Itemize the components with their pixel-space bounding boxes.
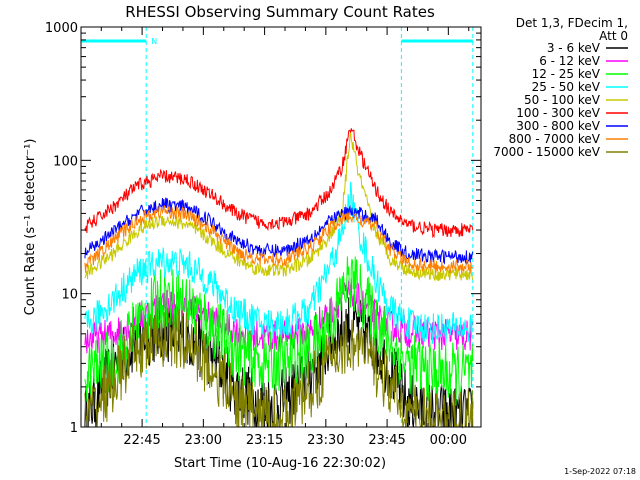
legend-label-0: 3 - 6 keV <box>547 41 601 55</box>
y-axis: 1 10 100 1000 <box>45 21 481 436</box>
x-axis-label: Start Time (10-Aug-16 22:30:02) <box>174 456 386 471</box>
series-line-5 <box>84 128 474 239</box>
y-tick-label-0: 1 <box>70 421 78 436</box>
legend-label-5: 100 - 300 keV <box>516 106 600 120</box>
y-axis-label: Count Rate (s⁻¹ detector⁻¹) <box>23 139 38 316</box>
series-line-4 <box>84 130 474 282</box>
series-line-1 <box>84 278 474 354</box>
night-marker-label: N <box>151 37 157 46</box>
chart-title: RHESSI Observing Summary Count Rates <box>125 3 435 21</box>
footer-timestamp: 1-Sep-2022 07:18 <box>564 467 636 476</box>
x-tick-label-4: 23:45 <box>368 433 405 448</box>
legend-label-8: 7000 - 15000 keV <box>493 145 600 159</box>
legend-label-4: 50 - 100 keV <box>524 93 601 107</box>
y-tick-label-3: 1000 <box>45 21 78 36</box>
legend-title-line-1: Det 1,3, FDecim 1, <box>516 16 628 30</box>
x-tick-label-1: 23:00 <box>185 433 222 448</box>
y-tick-label-2: 100 <box>53 154 78 169</box>
legend-label-3: 25 - 50 keV <box>532 80 601 94</box>
series-lines <box>84 128 474 429</box>
plot-frame <box>80 26 482 428</box>
x-axis: 22:45 23:00 23:15 23:30 23:45 00:00 <box>100 27 470 448</box>
x-tick-label-0: 22:45 <box>123 433 160 448</box>
y-tick-label-1: 10 <box>61 288 78 303</box>
legend-title-line-2: Att 0 <box>599 29 628 43</box>
legend-label-1: 6 - 12 keV <box>539 54 601 68</box>
legend-label-7: 800 - 7000 keV <box>509 132 601 146</box>
x-tick-label-3: 23:30 <box>307 433 344 448</box>
legend-label-6: 300 - 800 keV <box>516 119 600 133</box>
x-tick-label-2: 23:15 <box>246 433 283 448</box>
series-line-7 <box>84 204 474 274</box>
x-tick-label-5: 00:00 <box>430 433 467 448</box>
series-line-3 <box>84 181 474 345</box>
series-line-2 <box>84 256 474 406</box>
legend-label-2: 12 - 25 keV <box>532 67 601 81</box>
